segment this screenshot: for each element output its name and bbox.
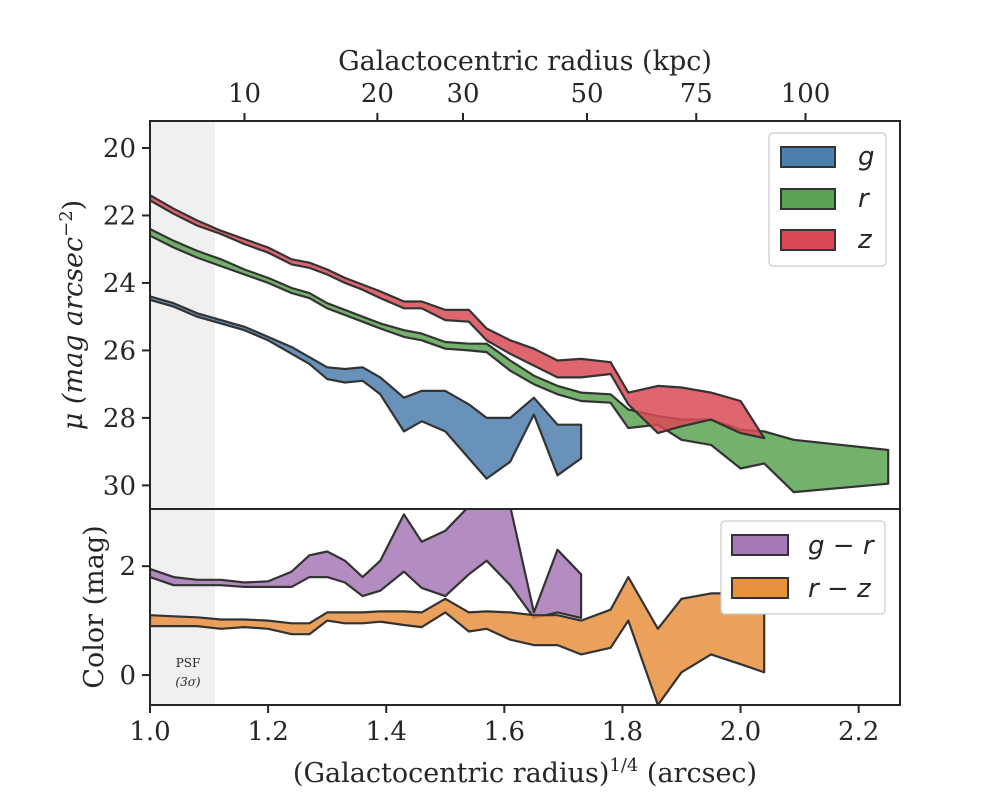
legend-label-g-r: g − r	[808, 531, 876, 561]
legend-swatch-z	[780, 229, 836, 251]
legend-swatch-r	[780, 188, 836, 210]
psf-label-line1: PSF	[176, 656, 201, 670]
color-areas	[150, 509, 766, 705]
bottom-x-axis-label: (Galactocentric radius)1/4 (arcsec)	[293, 755, 757, 789]
legend-label-z: z	[857, 225, 873, 255]
bottom-xtick-label: 1.8	[602, 717, 643, 747]
ylabel-main: μ (mag arcsec	[58, 237, 89, 430]
bottom-xtick-label: 1.6	[484, 717, 525, 747]
legend-label-r: r	[858, 184, 871, 214]
bottom-y-ticks: 02	[119, 552, 150, 691]
bottom-ytick-label: 0	[119, 661, 136, 691]
legend-swatch-g	[780, 146, 836, 168]
bottom-xtick-label: 1.2	[247, 717, 288, 747]
bottom-xtick-label: 2.0	[720, 717, 761, 747]
top-legend: g r z	[768, 132, 887, 267]
xlabel-suffix: (arcsec)	[638, 758, 757, 789]
top-ytick-label: 20	[103, 134, 136, 164]
top-ytick-label: 28	[103, 404, 136, 434]
top-kpc-tick-label: 100	[781, 79, 831, 109]
top-kpc-tick-label: 10	[228, 79, 261, 109]
top-kpc-tick-label: 75	[680, 79, 713, 109]
top-y-axis-label: μ (mag arcsec−2)	[56, 200, 89, 430]
bottom-xtick-label: 1.0	[129, 717, 170, 747]
bottom-xtick-label: 2.2	[838, 717, 879, 747]
top-y-ticks: 20 22 24 26 28 30	[103, 134, 150, 501]
top-ytick-label: 30	[103, 471, 136, 501]
legend-swatch-g-r	[731, 534, 789, 556]
xlabel-sup: 1/4	[609, 755, 638, 776]
top-kpc-tick-label: 30	[446, 79, 479, 109]
legend-label-g: g	[858, 142, 875, 172]
bottom-panel-frame	[149, 508, 901, 706]
top-ytick-label: 24	[103, 269, 136, 299]
ylabel-close: )	[58, 200, 89, 211]
area-rz	[150, 576, 766, 705]
area-r	[150, 227, 890, 494]
area-g	[150, 295, 583, 480]
psf-label-line2: (3σ)	[175, 675, 201, 689]
bottom-legend: g − r r − z	[720, 520, 886, 615]
xlabel-main: (Galactocentric radius)	[293, 758, 609, 789]
bottom-y-axis-label: Color (mag)	[79, 525, 110, 688]
bottom-x-ticks: 1.0 1.2 1.4 1.6 1.8 2.0 2.2	[129, 705, 879, 747]
legend-label-r-z: r − z	[808, 574, 872, 604]
psf-band-rect-bottom	[150, 509, 215, 705]
top-ytick-label: 26	[103, 336, 136, 366]
bottom-xtick-label: 1.4	[366, 717, 407, 747]
area-gr	[150, 509, 583, 619]
psf-band-bottom	[150, 509, 215, 705]
top-kpc-tick-label: 50	[570, 79, 603, 109]
top-ytick-label: 22	[103, 201, 136, 231]
top-kpc-tick-label: 20	[361, 79, 394, 109]
legend-swatch-r-z	[731, 577, 789, 599]
area-z	[150, 194, 766, 440]
top-kpc-ticks: 10 20 30 50 75 100	[228, 79, 830, 121]
ylabel-sup: −2	[56, 210, 77, 237]
bottom-ytick-label: 2	[119, 552, 136, 582]
surface-brightness-areas	[150, 194, 890, 494]
top-axis-label: Galactocentric radius (kpc)	[338, 46, 712, 77]
